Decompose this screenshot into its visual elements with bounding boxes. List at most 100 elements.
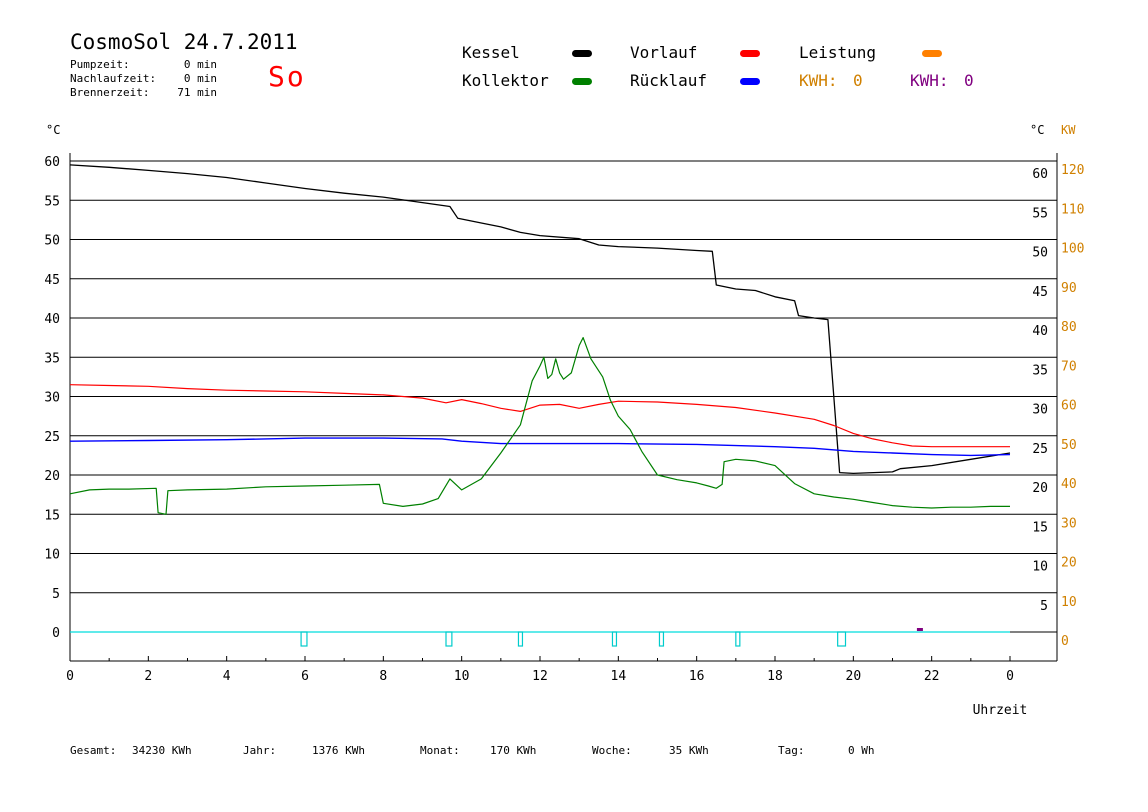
legend-swatch-kessel (572, 50, 592, 57)
x-tick-label: 22 (924, 669, 940, 684)
x-tick-label: 8 (379, 669, 387, 684)
burner-pulse (837, 631, 847, 647)
footer-value: 34230 KWh (132, 744, 192, 757)
burner-pulse (517, 631, 524, 647)
burner-pulse (658, 631, 665, 647)
x-tick-label: 10 (454, 669, 470, 684)
kw-tick-label: 100 (1061, 242, 1084, 257)
chart-title: CosmoSol 24.7.2011 (70, 30, 298, 54)
kwh-purple-value: 0 (964, 71, 974, 90)
kw-axis-label: KW (1061, 123, 1076, 137)
series-line-vorlauf (69, 384, 1010, 448)
x-tick-label: 12 (532, 669, 548, 684)
kw-tick-label: 60 (1061, 399, 1077, 414)
stat-label: Pumpzeit: (70, 58, 130, 71)
stat-value: 0 min (183, 72, 217, 85)
legend-swatch-vorlauf (740, 50, 760, 57)
kw-tick-label: 110 (1061, 202, 1084, 217)
leistung-blip (916, 628, 923, 631)
y-tick-label-right: 45 (1032, 285, 1048, 300)
x-tick-label: 4 (223, 669, 231, 684)
x-tick-label: 14 (611, 669, 627, 684)
y-tick-label-right: 40 (1032, 324, 1048, 339)
kw-tick-label: 0 (1061, 634, 1069, 649)
y-tick-label-right: 55 (1032, 206, 1048, 221)
y-tick-label-right: 5 (1040, 599, 1048, 614)
kw-tick-label: 20 (1061, 556, 1077, 571)
footer-value: 170 KWh (490, 744, 537, 757)
burner-pulse (300, 631, 308, 647)
y-tick-label-left: 45 (44, 273, 60, 288)
kw-tick-label: 30 (1061, 516, 1077, 531)
kw-tick-label: 80 (1061, 320, 1077, 335)
x-axis-label: Uhrzeit (973, 703, 1028, 718)
legend-label-kessel: Kessel (462, 43, 520, 62)
burner-pulse (445, 631, 453, 647)
kw-tick-label: 120 (1061, 163, 1084, 178)
y-tick-label-left: 20 (44, 469, 60, 484)
footer-value: 0 Wh (848, 744, 875, 757)
weekday-label: So (268, 60, 306, 93)
x-tick-label: 18 (767, 669, 783, 684)
x-tick-label: 0 (66, 669, 74, 684)
y-tick-label-right: 35 (1032, 363, 1048, 378)
legend-label-leistung: Leistung (799, 43, 877, 62)
legend-swatch-ruecklauf (740, 78, 760, 85)
stat-label: Nachlaufzeit: (70, 72, 157, 85)
y-tick-label-left: 5 (52, 587, 60, 602)
y-tick-label-left: 55 (44, 194, 60, 209)
stat-value: 0 min (183, 58, 217, 71)
legend-label-kollektor: Kollektor (462, 71, 549, 90)
footer-label: Woche: (592, 744, 632, 757)
series-line-kollektor (69, 337, 1010, 515)
burner-pulse (611, 631, 618, 647)
stat-value: 71 min (177, 86, 217, 99)
y-tick-label-left: 0 (52, 626, 60, 641)
footer-value: 1376 KWh (312, 744, 365, 757)
x-tick-label: 6 (301, 669, 309, 684)
x-tick-label: 20 (846, 669, 862, 684)
y-tick-label-left: 50 (44, 234, 60, 249)
legend-label-ruecklauf: Rücklauf (630, 71, 708, 90)
y-tick-label-right: 20 (1032, 481, 1048, 496)
y-axis-label-left: °C (46, 123, 60, 137)
y-tick-label-right: 60 (1032, 167, 1048, 182)
kwh-purple-label: KWH: (910, 71, 949, 90)
legend-swatch-kollektor (572, 78, 592, 85)
series-line-ruecklauf (69, 437, 1011, 457)
kw-tick-label: 90 (1061, 281, 1077, 296)
footer-label: Jahr: (243, 744, 277, 757)
x-tick-label: 0 (1006, 669, 1014, 684)
y-tick-label-left: 10 (44, 548, 60, 563)
x-tick-label: 2 (144, 669, 152, 684)
y-tick-label-left: 40 (44, 312, 60, 327)
x-tick-label: 16 (689, 669, 705, 684)
footer-label: Monat: (420, 744, 460, 757)
y-tick-label-left: 35 (44, 351, 60, 366)
y-tick-label-right: 15 (1032, 520, 1048, 535)
kw-tick-label: 50 (1061, 438, 1077, 453)
y-tick-label-left: 15 (44, 508, 60, 523)
series-line-kessel (69, 164, 1011, 475)
footer-label: Gesamt: (70, 744, 117, 757)
y-tick-label-left: 30 (44, 391, 60, 406)
kwh-orange-value: 0 (853, 71, 863, 90)
kw-tick-label: 40 (1061, 477, 1077, 492)
y-tick-label-right: 30 (1032, 403, 1048, 418)
footer-value: 35 KWh (669, 744, 709, 757)
y-tick-label-right: 10 (1032, 560, 1048, 575)
legend-swatch-leistung (922, 50, 942, 57)
kwh-orange-label: KWH: (799, 71, 838, 90)
y-tick-label-left: 25 (44, 430, 60, 445)
y-tick-label-right: 50 (1032, 246, 1048, 261)
footer-label: Tag: (778, 744, 805, 757)
burner-pulse (735, 631, 741, 647)
kw-tick-label: 70 (1061, 359, 1077, 374)
y-tick-label-right: 25 (1032, 442, 1048, 457)
stat-label: Brennerzeit: (70, 86, 150, 99)
kw-tick-label: 10 (1061, 595, 1077, 610)
y-axis-label-right: °C (1030, 123, 1044, 137)
y-tick-label-left: 60 (44, 155, 60, 170)
legend-label-vorlauf: Vorlauf (630, 43, 698, 62)
